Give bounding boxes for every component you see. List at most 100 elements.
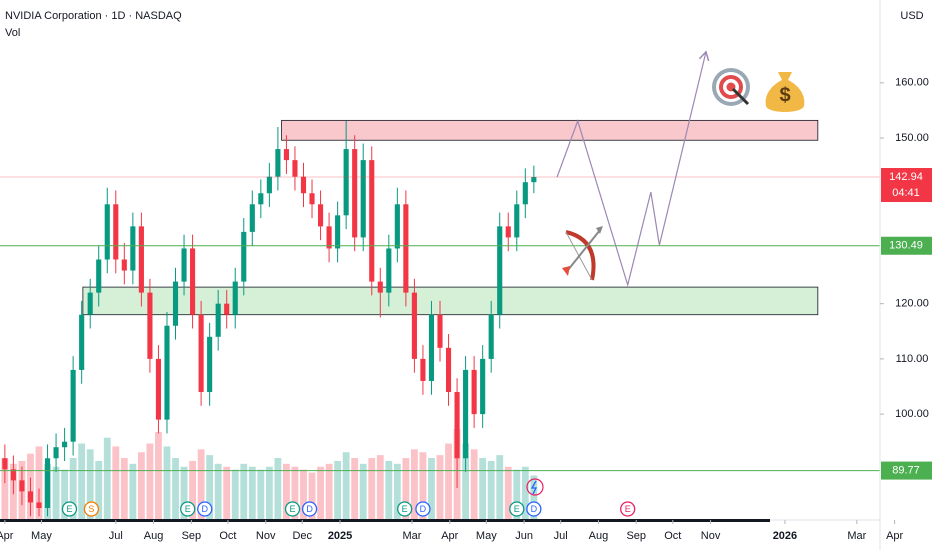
volume-bar — [69, 458, 77, 519]
candle-body — [113, 204, 119, 260]
volume-bar — [35, 446, 43, 519]
volume-bar — [410, 449, 418, 519]
candle-body — [147, 292, 153, 359]
candle-body — [79, 314, 85, 370]
event-label: D — [306, 504, 313, 514]
volume-bar — [376, 455, 384, 519]
chart-title: NVIDIA Corporation · 1D · NASDAQ — [5, 10, 182, 22]
candle-body — [428, 314, 435, 381]
projection-path — [556, 53, 706, 288]
event-label: D — [531, 504, 538, 514]
zone — [281, 119, 819, 141]
candle-body — [411, 292, 417, 359]
candle-body — [70, 369, 76, 442]
candle-body — [522, 182, 528, 205]
volume-bar — [231, 469, 239, 519]
candle-body — [463, 369, 469, 459]
candle-body — [471, 369, 477, 415]
volume-bar — [462, 443, 470, 519]
candle-body — [514, 204, 520, 238]
candle-body — [138, 226, 144, 293]
target-icon — [712, 68, 750, 106]
candle-body — [531, 177, 537, 183]
x-tick-label: Mar — [402, 530, 421, 542]
volume-bar — [103, 437, 111, 519]
candle-body — [2, 458, 8, 470]
volume-bar — [265, 466, 273, 519]
volume-bar — [317, 466, 324, 519]
volume-bar — [86, 449, 94, 519]
time-range-bar — [0, 519, 770, 522]
flash-icon — [526, 478, 544, 496]
volume-bar — [351, 458, 359, 519]
volume-bar — [300, 469, 307, 519]
candle-body — [198, 314, 204, 393]
candle-body — [275, 149, 281, 177]
candle-body — [326, 226, 332, 249]
candle-body — [87, 292, 93, 315]
volume-bar — [197, 449, 205, 519]
candle-body — [292, 160, 298, 177]
level-label-box — [881, 461, 932, 480]
x-tick-label: Jul — [109, 530, 123, 542]
volume-bar — [129, 463, 137, 519]
volume-bar — [163, 446, 171, 519]
volume-bar — [521, 466, 529, 519]
volume-bar — [530, 475, 538, 519]
candle-body — [343, 149, 349, 216]
x-tick-label: 2026 — [773, 530, 797, 542]
event-marker — [301, 501, 318, 517]
candle-body — [309, 193, 315, 205]
x-tick-label: 2025 — [328, 530, 352, 542]
candle-body — [36, 502, 42, 508]
candle-body — [155, 358, 162, 420]
candle-body — [437, 314, 443, 348]
volume-bar — [487, 460, 495, 519]
volume-bar — [137, 452, 145, 519]
event-marker — [83, 501, 100, 517]
last-price-box — [881, 168, 932, 203]
volume-bar — [112, 446, 120, 519]
candle-body — [53, 447, 59, 459]
candle-body — [19, 480, 25, 492]
candle-body — [420, 358, 426, 381]
event-label: E — [66, 504, 72, 514]
money-bag-icon: $ — [765, 72, 805, 112]
volume-bar — [479, 458, 487, 519]
x-tick-label: May — [476, 530, 497, 542]
zone — [82, 286, 819, 316]
candle-body — [181, 248, 187, 282]
candle-body — [215, 303, 221, 337]
candle-body — [241, 231, 247, 282]
volume-bar — [274, 458, 282, 519]
event-label: E — [514, 504, 520, 514]
volume-bar — [283, 463, 290, 519]
last-price-label: 142.94 — [889, 171, 923, 183]
candle-body — [505, 226, 511, 238]
candle-body — [488, 314, 494, 359]
y-tick-label: 100.00 — [895, 408, 929, 420]
volume-bar — [206, 455, 214, 519]
volume-bar — [240, 463, 248, 519]
candle-body — [377, 281, 383, 293]
x-tick-label: Jun — [515, 530, 533, 542]
candle-body — [207, 336, 213, 393]
x-tick-label: Aug — [589, 530, 609, 542]
candle-body — [27, 491, 34, 503]
candle-body — [121, 259, 127, 271]
event-label: S — [88, 504, 94, 514]
volume-bar — [359, 463, 367, 519]
candle-body — [369, 160, 375, 282]
event-marker — [397, 501, 413, 517]
candle-body — [164, 325, 170, 420]
y-tick-label: 110.00 — [896, 353, 929, 365]
candle-body — [62, 441, 68, 448]
x-tick-label: Apr — [886, 530, 903, 542]
volume-bar — [78, 443, 86, 519]
volume-bar — [223, 466, 231, 519]
volume-bar — [513, 469, 521, 519]
event-marker — [526, 501, 542, 517]
volume-bar — [428, 458, 435, 519]
candle-body — [394, 204, 400, 249]
